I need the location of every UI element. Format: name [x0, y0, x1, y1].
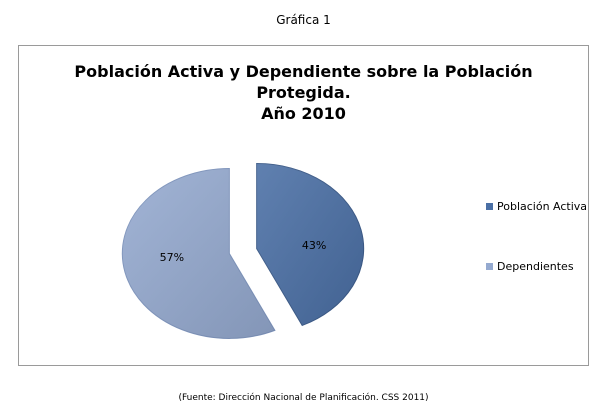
- legend-label: Dependientes: [497, 259, 574, 273]
- slice-value-label: 43%: [302, 239, 326, 252]
- pie-chart: 43% 57%: [121, 163, 365, 339]
- chart-title-line-1: Población Activa y Dependiente sobre la …: [74, 62, 533, 81]
- legend-label: Población Activa: [497, 199, 588, 213]
- chart-title-line-3: Año 2010: [261, 104, 346, 123]
- legend-swatch: [486, 202, 493, 210]
- pie-slice-shading: [122, 168, 275, 339]
- legend-swatch: [486, 262, 493, 270]
- chart-title: Población Activa y Dependiente sobre la …: [19, 61, 588, 124]
- chart-frame: Población Activa y Dependiente sobre la …: [18, 45, 589, 366]
- legend-item: Población Activa: [486, 199, 587, 213]
- pie-slice-shading: [256, 163, 364, 326]
- figure-caption: Gráfica 1: [276, 13, 331, 27]
- source-note: (Fuente: Dirección Nacional de Planifica…: [178, 393, 429, 403]
- legend: Población Activa Dependientes: [486, 199, 587, 319]
- slice-value-label: 57%: [160, 251, 184, 264]
- legend-item: Dependientes: [486, 259, 587, 273]
- chart-title-line-2: Protegida.: [256, 83, 351, 102]
